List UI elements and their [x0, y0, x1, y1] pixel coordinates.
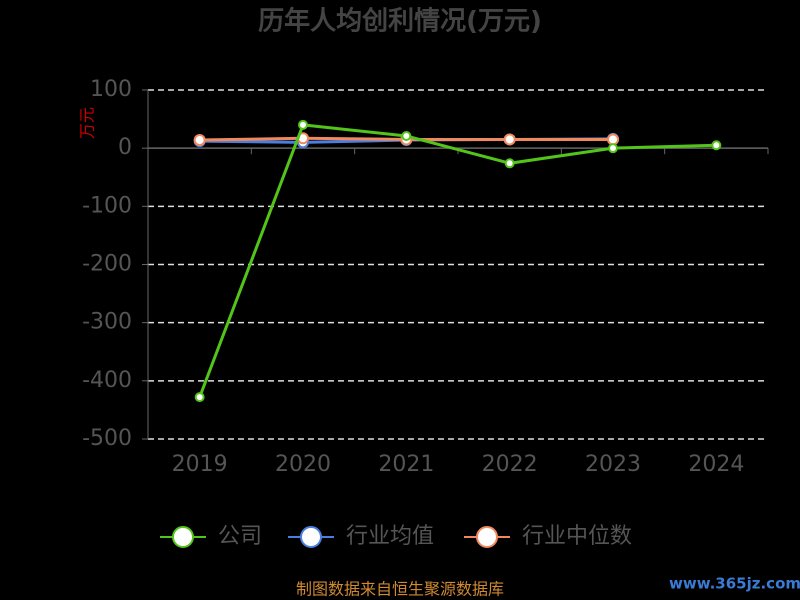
footer: 制图数据来自恒生聚源数据库 [296, 580, 504, 599]
legend-label: 行业中位数 [522, 524, 632, 549]
y-tick-label: -400 [82, 368, 132, 393]
y-tick-label: 100 [90, 77, 132, 102]
x-tick-label: 2019 [172, 452, 228, 477]
x-tick-label: 2021 [378, 452, 434, 477]
point [608, 143, 618, 154]
point [298, 119, 308, 130]
point [194, 392, 205, 403]
x-tick-label: 2020 [275, 452, 331, 477]
x-tick-label: 2022 [482, 452, 538, 477]
y-tick-label: -100 [82, 193, 132, 218]
point [503, 133, 516, 146]
y-tick-label: -300 [82, 310, 132, 335]
legend-marker [300, 526, 322, 548]
watermark: www.365jz.com [669, 575, 800, 593]
y-axis-label: 万元 [78, 107, 97, 139]
x-tick-label: 2023 [585, 452, 641, 477]
point [607, 133, 619, 146]
point [401, 130, 412, 141]
legend-marker [476, 526, 498, 548]
legend-label: 公司 [218, 524, 262, 549]
x-tick-label: 2024 [688, 452, 744, 477]
legend-label: 行业均值 [346, 524, 434, 549]
y-tick-label: -200 [82, 252, 132, 277]
legend-marker [172, 526, 194, 548]
chart-title: 历年人均创利情况(万元) [258, 6, 542, 37]
point [711, 140, 722, 151]
series-line [198, 123, 717, 398]
y-tick-label: 0 [118, 135, 132, 160]
point [193, 134, 206, 147]
point [504, 158, 515, 169]
y-tick-label: -500 [82, 426, 132, 451]
